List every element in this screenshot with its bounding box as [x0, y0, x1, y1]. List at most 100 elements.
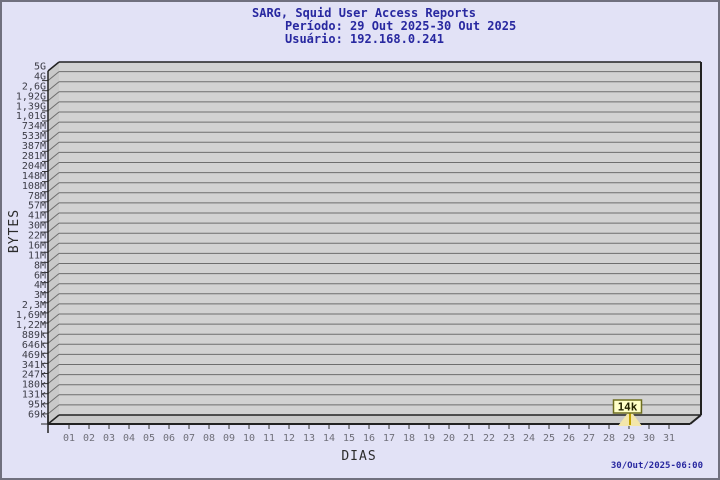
wall-diagonal	[47, 374, 60, 384]
y-tick-label: 1,92G	[16, 91, 46, 102]
y-tick-label: 108M	[22, 181, 46, 192]
x-tick-label: 04	[123, 433, 135, 444]
wall-diagonal	[47, 273, 60, 283]
y-tick-label: 247k	[22, 370, 46, 381]
wall-diagonal	[47, 313, 60, 324]
wall-top-edge	[47, 61, 60, 72]
wall-diagonal	[47, 232, 60, 243]
x-tick-label: 30	[643, 433, 655, 444]
report-title: SARG, Squid User Access Reports	[252, 6, 476, 20]
x-tick-label: 08	[203, 433, 215, 444]
y-tick-label: 734M	[22, 121, 46, 132]
report-period: Período: 29 Out 2025-30 Out 2025	[285, 19, 516, 33]
y-tick-label: 3M	[34, 290, 46, 301]
x-tick-label: 09	[223, 433, 235, 444]
x-tick-label: 20	[443, 433, 455, 444]
x-tick-label: 11	[263, 433, 275, 444]
wall-diagonal	[47, 182, 60, 193]
y-tick-label: 131k	[22, 390, 46, 401]
wall-diagonal	[47, 131, 60, 142]
wall-diagonal	[47, 354, 60, 364]
plot-3d-body	[48, 62, 701, 424]
y-tick-label: 1,69M	[16, 310, 46, 321]
data-flag-label: 14k	[618, 401, 638, 414]
wall-diagonal	[47, 212, 60, 223]
report-user: Usuário: 192.168.0.241	[285, 32, 444, 46]
wall-diagonal	[47, 101, 60, 112]
gridline-layer: 5G4G2,6G1,92G1,39G1,01G734M533M387M281M2…	[16, 62, 701, 425]
y-axis-title: BYTES	[7, 209, 22, 253]
x-tick-label: 07	[183, 433, 195, 444]
plot-borders	[41, 61, 702, 433]
y-tick-label: 2,6G	[22, 81, 46, 92]
x-tick-label: 24	[523, 433, 535, 444]
x-tick-label: 03	[103, 433, 115, 444]
y-tick-label: 387M	[22, 141, 46, 152]
x-tick-label: 22	[483, 433, 495, 444]
y-tick-label: 180k	[22, 380, 46, 391]
data-flag-box	[612, 399, 643, 414]
y-tick-label: 281M	[22, 151, 46, 162]
x-tick-label: 17	[383, 433, 395, 444]
y-tick-label: 341k	[22, 360, 46, 371]
wall-diagonal	[47, 172, 60, 182]
wall-diagonal	[47, 202, 60, 213]
wall-diagonal	[47, 152, 60, 162]
wall-diagonal	[47, 91, 60, 102]
y-tick-label: 148M	[22, 171, 46, 182]
y-tick-label: 646k	[22, 340, 46, 351]
wall-diagonal	[47, 394, 60, 405]
y-tick-label: 57M	[28, 201, 46, 212]
x-tick-label: 25	[543, 433, 555, 444]
floor-right-edge	[689, 414, 702, 425]
wall-diagonal	[47, 293, 60, 304]
y-tick-label: 30M	[28, 221, 46, 232]
y-tick-label: 69k	[28, 410, 46, 421]
x-tick-label: 18	[403, 433, 415, 444]
x-tick-label: 16	[363, 433, 375, 444]
y-tick-label: 95k	[28, 400, 46, 411]
series-layer: 14k	[612, 399, 643, 426]
wall-diagonal	[47, 283, 60, 294]
x-tick-label: 23	[503, 433, 515, 444]
wall-diagonal	[47, 111, 60, 122]
wall-diagonal	[47, 81, 60, 92]
x-tick-label: 14	[323, 433, 335, 444]
y-tick-label: 204M	[22, 161, 46, 172]
y-tick-label: 5G	[34, 62, 46, 73]
wall-diagonal	[47, 222, 60, 233]
y-tick-label: 533M	[22, 131, 46, 142]
y-tick-label: 22M	[28, 231, 46, 242]
generated-timestamp: 30/Out/2025-06:00	[611, 461, 703, 471]
x-tick-label: 12	[283, 433, 295, 444]
x-tick-label: 26	[563, 433, 575, 444]
y-tick-label: 1,22M	[16, 320, 46, 331]
x-tick-label: 05	[143, 433, 155, 444]
y-tick-label: 889k	[22, 330, 46, 341]
wall-diagonal	[47, 162, 60, 172]
wall-diagonal	[47, 333, 60, 344]
x-tick-layer: 01 02 03 04 05 06 07 08 09 10 11 12 13 14 15 16 17 18 19 20…	[63, 424, 675, 444]
wall-diagonal	[47, 121, 60, 132]
y-tick-label: 2,3M	[22, 300, 46, 311]
y-tick-label: 1,39G	[16, 101, 46, 112]
wall-diagonal	[47, 71, 60, 81]
floor-left-edge	[47, 414, 60, 425]
wall-diagonal	[47, 253, 60, 263]
plot-left-wall	[48, 62, 59, 424]
y-tick-label: 4G	[34, 71, 46, 82]
wall-diagonal	[47, 384, 60, 395]
wall-diagonal	[47, 364, 60, 374]
x-tick-label: 31	[663, 433, 675, 444]
y-tick-label: 469k	[22, 350, 46, 361]
plot-floor	[48, 415, 701, 424]
wall-diagonal	[47, 141, 60, 152]
y-tick-label: 8M	[34, 260, 46, 271]
x-axis-title: DIAS	[341, 449, 376, 464]
wall-diagonal	[47, 263, 60, 273]
x-tick-label: 27	[583, 433, 595, 444]
wall-diagonal	[47, 323, 60, 334]
